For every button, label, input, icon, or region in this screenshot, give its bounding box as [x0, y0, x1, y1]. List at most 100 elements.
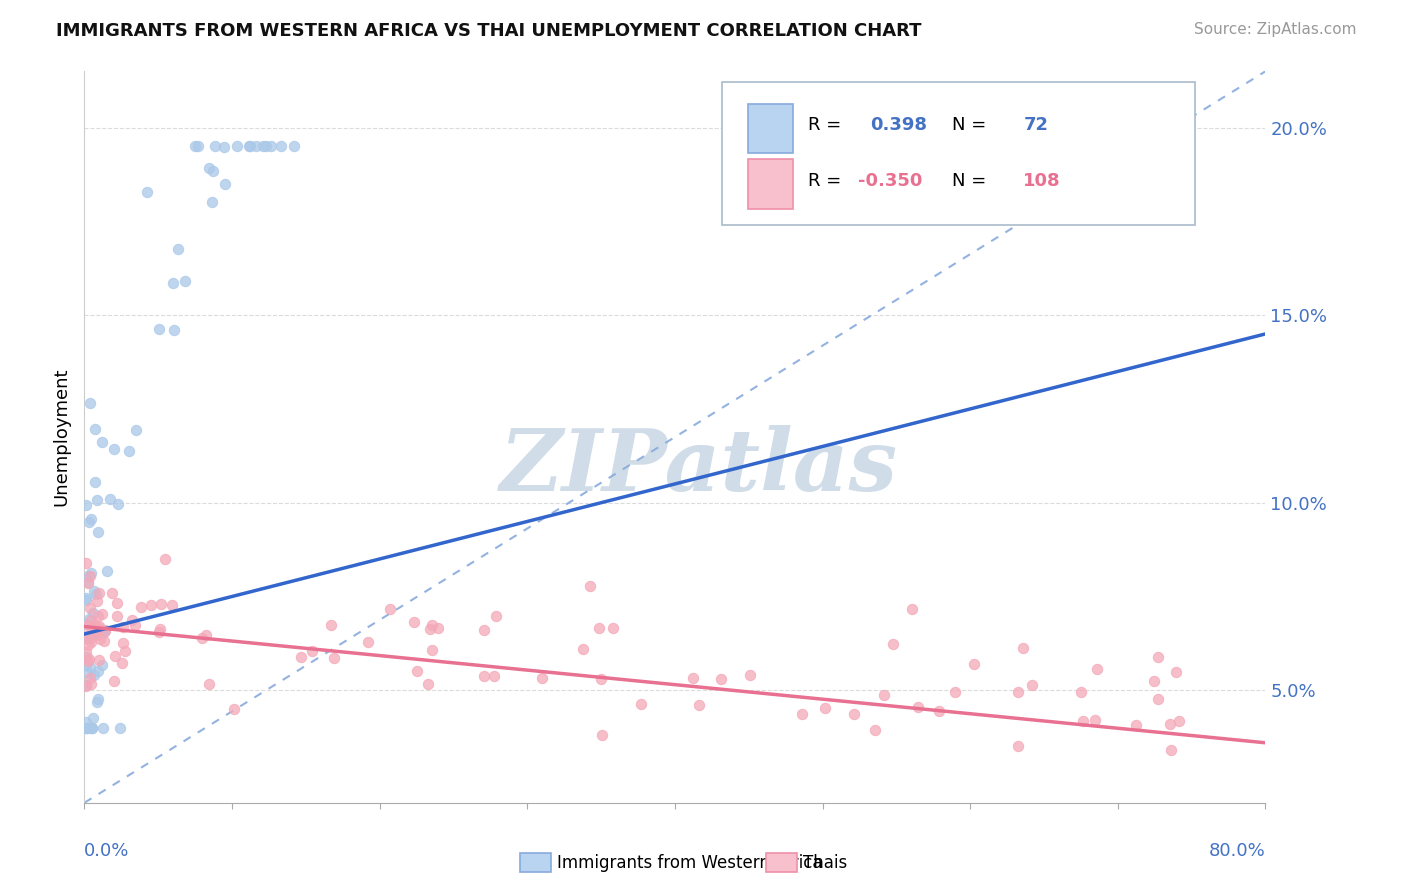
Text: R =: R =: [808, 172, 848, 190]
Point: [682, 671, 704, 685]
Point: [943, 685, 966, 699]
Point: [222, 702, 245, 716]
Point: [75, 650, 97, 665]
Point: [75, 678, 97, 692]
Point: [588, 621, 610, 635]
Point: [907, 700, 929, 714]
Point: [108, 721, 131, 735]
Point: [155, 552, 177, 566]
Point: [80, 631, 103, 645]
Point: [378, 602, 401, 616]
Point: [80, 634, 103, 648]
Point: [1166, 665, 1188, 680]
Point: [162, 277, 184, 291]
Point: [80, 721, 103, 735]
Point: [630, 698, 652, 712]
Point: [83, 475, 105, 490]
Point: [75, 616, 97, 631]
Point: [111, 636, 134, 650]
Point: [117, 444, 139, 458]
Point: [1143, 674, 1166, 689]
Point: [121, 613, 143, 627]
Point: [111, 656, 134, 670]
Point: [84, 422, 107, 436]
Point: [80, 613, 103, 627]
Point: [416, 677, 439, 691]
Point: [103, 674, 125, 689]
Point: [79, 396, 101, 410]
Point: [191, 631, 214, 645]
Point: [148, 624, 170, 639]
Point: [98, 492, 121, 507]
Point: [270, 139, 292, 153]
Point: [183, 139, 205, 153]
Point: [198, 676, 221, 690]
Point: [75, 721, 97, 735]
Point: [149, 622, 172, 636]
Point: [1159, 717, 1181, 731]
Point: [420, 618, 443, 632]
Point: [589, 672, 612, 686]
Point: [112, 620, 135, 634]
Point: [124, 618, 146, 632]
Point: [79, 600, 101, 615]
Point: [420, 642, 443, 657]
Point: [82, 721, 104, 735]
Text: ZIPatlas: ZIPatlas: [499, 425, 897, 508]
Point: [1085, 662, 1108, 676]
Point: [738, 668, 761, 682]
Point: [484, 608, 506, 623]
Point: [900, 602, 922, 616]
Point: [148, 321, 170, 335]
Point: [254, 139, 277, 153]
Point: [301, 644, 323, 658]
Point: [75, 715, 97, 730]
Point: [93, 624, 115, 639]
Point: [578, 578, 600, 592]
Point: [710, 672, 733, 686]
Text: 72: 72: [1024, 116, 1049, 134]
Text: 0.0%: 0.0%: [84, 842, 129, 860]
Point: [688, 698, 710, 712]
Point: [226, 139, 249, 153]
Point: [1070, 685, 1092, 699]
Point: [76, 576, 98, 591]
Text: -0.350: -0.350: [858, 172, 922, 190]
Point: [84, 586, 107, 600]
Point: [201, 194, 224, 209]
Point: [283, 139, 305, 153]
Point: [75, 593, 97, 607]
Point: [1071, 714, 1094, 728]
Point: [79, 569, 101, 583]
Bar: [748, 103, 793, 153]
Point: [149, 597, 172, 611]
Point: [1125, 718, 1147, 732]
Point: [472, 669, 495, 683]
Text: Thais: Thais: [803, 855, 846, 872]
Point: [75, 557, 97, 571]
Point: [86, 628, 108, 642]
Point: [163, 323, 186, 337]
Point: [75, 657, 97, 672]
Point: [87, 664, 110, 678]
Point: [1012, 640, 1035, 655]
Text: IMMIGRANTS FROM WESTERN AFRICA VS THAI UNEMPLOYMENT CORRELATION CHART: IMMIGRANTS FROM WESTERN AFRICA VS THAI U…: [56, 22, 922, 40]
Point: [198, 161, 221, 176]
Point: [79, 512, 101, 526]
Point: [89, 619, 111, 633]
Point: [91, 658, 114, 673]
Point: [90, 434, 112, 449]
Point: [114, 644, 136, 658]
Point: [79, 516, 101, 530]
Point: [107, 497, 129, 511]
Point: [87, 524, 110, 539]
Point: [75, 721, 97, 735]
Text: 80.0%: 80.0%: [1209, 842, 1265, 860]
Point: [86, 608, 108, 623]
Point: [322, 651, 344, 665]
Point: [76, 631, 98, 645]
Point: [75, 645, 97, 659]
Point: [174, 274, 197, 288]
Point: [77, 618, 100, 632]
Point: [89, 585, 111, 599]
